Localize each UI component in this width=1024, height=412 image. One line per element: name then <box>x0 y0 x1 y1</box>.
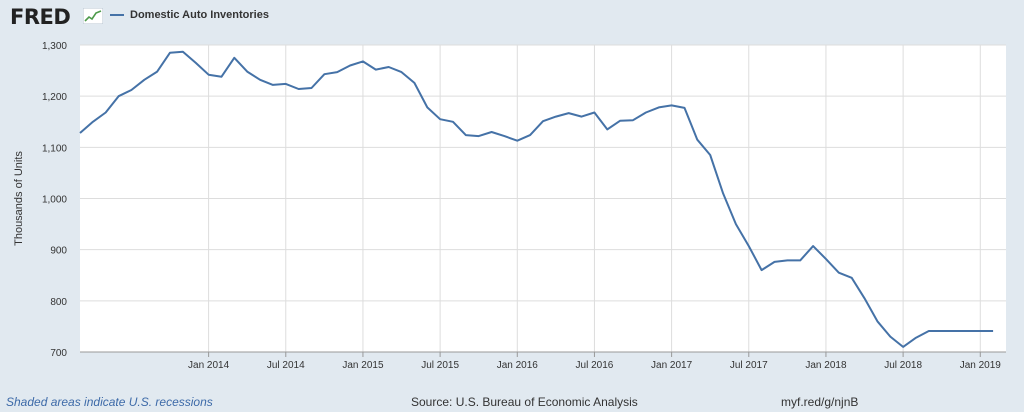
x-tick-label: Jan 2014 <box>188 360 230 371</box>
y-tick-label: 1,100 <box>42 143 67 154</box>
y-axis-label: Thousands of Units <box>13 151 25 246</box>
series-line <box>79 50 994 348</box>
x-tick-label: Jan 2017 <box>651 360 693 371</box>
x-tick-label: Jan 2015 <box>342 360 384 371</box>
y-tick-label: 1,000 <box>42 195 67 206</box>
x-tick-label: Jul 2016 <box>576 360 614 371</box>
y-tick-label: 1,200 <box>42 92 67 103</box>
line-chart: 700 800 900 1,000 1,100 1,200 1,300 Jan 2014 Jul… <box>13 41 1006 371</box>
source-note: Source: U.S. Bureau of Economic Analysis <box>411 395 638 409</box>
x-tick-label: Jul 2017 <box>730 360 768 371</box>
chart-header: FRED Domestic Auto Inventories <box>0 0 1024 34</box>
x-tick-label: Jul 2015 <box>421 360 459 371</box>
x-tick-label: Jul 2014 <box>267 360 305 371</box>
x-tick-label: Jan 2019 <box>960 360 1002 371</box>
chart-legend: Domestic Auto Inventories <box>110 9 269 21</box>
y-tick-label: 1,300 <box>42 41 67 52</box>
fred-chart-icon <box>83 8 103 24</box>
x-tick-label: Jul 2018 <box>884 360 922 371</box>
x-tick-label: Jan 2016 <box>497 360 539 371</box>
y-tick-label: 700 <box>50 348 67 359</box>
y-tick-label: 800 <box>50 297 67 308</box>
chart-footer: Shaded areas indicate U.S. recessions So… <box>0 392 1024 412</box>
short-link[interactable]: myf.red/g/njnB <box>781 395 859 409</box>
legend-swatch <box>110 14 124 16</box>
x-tick-label: Jan 2018 <box>805 360 847 371</box>
fred-logo[interactable]: FRED <box>10 5 71 29</box>
y-tick-label: 900 <box>50 246 67 257</box>
recession-note: Shaded areas indicate U.S. recessions <box>6 395 213 409</box>
legend-label: Domestic Auto Inventories <box>130 9 269 21</box>
